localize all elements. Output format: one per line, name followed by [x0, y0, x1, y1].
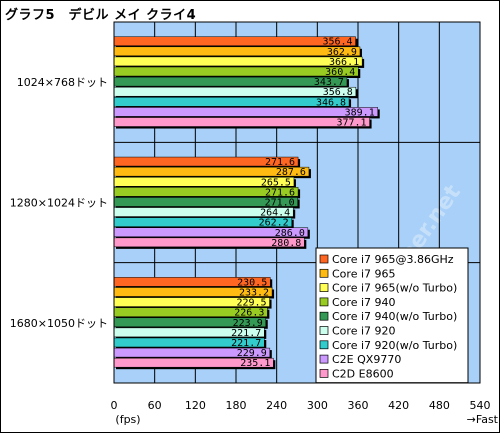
category-label: 1024×768ドット — [17, 76, 108, 89]
x-tick-label: 60 — [148, 399, 162, 412]
value-label: 271.0 — [265, 197, 295, 208]
legend-label: C2E QX9770 — [332, 353, 401, 366]
legend-swatch — [319, 354, 329, 364]
value-label: 389.1 — [345, 107, 375, 118]
bar — [113, 66, 359, 77]
x-tick-label: 240 — [266, 399, 287, 412]
category-label: 1680×1050ドット — [10, 317, 108, 330]
legend-label: Core i7 965@3.86GHz — [332, 253, 454, 266]
x-tick-label: 0 — [111, 399, 118, 412]
x-direction-label: →Fast — [467, 413, 499, 426]
x-tick-label: 420 — [388, 399, 409, 412]
bar — [113, 46, 361, 57]
bar — [113, 86, 357, 97]
value-label: 233.2 — [239, 287, 269, 298]
value-label: 226.3 — [234, 308, 264, 319]
value-label: 346.8 — [316, 97, 346, 108]
value-label: 265.5 — [261, 177, 291, 188]
x-tick-label: 120 — [185, 399, 206, 412]
value-label: 287.6 — [276, 167, 306, 178]
legend-swatch — [319, 340, 329, 350]
legend-swatch — [319, 254, 329, 264]
bar — [113, 56, 363, 67]
legend-swatch — [319, 297, 329, 307]
bar — [113, 36, 356, 46]
category-label: 1280×1024ドット — [10, 197, 108, 210]
x-tick-label: 540 — [470, 399, 491, 412]
legend-label: Core i7 965(w/o Turbo) — [332, 282, 457, 295]
legend-swatch — [319, 268, 329, 278]
bar — [113, 76, 348, 87]
legend-label: Core i7 920(w/o Turbo) — [332, 339, 457, 352]
value-label: 262.2 — [259, 218, 289, 229]
value-label: 377.1 — [336, 118, 366, 129]
legend-label: Core i7 920 — [332, 325, 396, 338]
value-label: 230.5 — [237, 277, 267, 288]
bar — [113, 107, 378, 117]
x-tick-label: 300 — [307, 399, 328, 412]
value-label: 366.1 — [329, 57, 359, 68]
value-label: 280.8 — [271, 238, 301, 249]
value-label: 343.7 — [314, 77, 344, 88]
value-label: 235.1 — [240, 358, 270, 369]
x-tick-label: 180 — [226, 399, 247, 412]
legend-swatch — [319, 311, 329, 321]
legend-label: Core i7 965 — [332, 267, 396, 280]
legend-swatch — [319, 283, 329, 292]
bar — [113, 117, 370, 127]
value-label: 356.8 — [323, 87, 353, 98]
value-label: 356.4 — [322, 37, 352, 48]
value-label: 360.4 — [325, 67, 355, 78]
value-label: 264.4 — [260, 208, 290, 219]
legend-swatch — [319, 369, 329, 378]
value-label: 271.6 — [265, 187, 295, 198]
value-label: 221.7 — [231, 328, 261, 339]
x-tick-label: 360 — [348, 399, 369, 412]
value-label: 229.5 — [236, 298, 266, 309]
legend-label: Core i7 940(w/o Turbo) — [332, 310, 457, 323]
legend-box — [315, 247, 469, 384]
value-label: 221.7 — [231, 338, 261, 349]
bar — [113, 97, 350, 107]
legend-swatch — [319, 326, 329, 335]
value-label: 223.9 — [233, 318, 263, 329]
value-label: 286.0 — [275, 228, 305, 239]
value-label: 271.6 — [265, 157, 295, 168]
plot-border — [113, 21, 481, 384]
value-label: 362.9 — [327, 47, 357, 58]
value-label: 229.9 — [237, 348, 267, 359]
chart-title: グラフ5 デビル メイ クライ4 — [5, 8, 197, 23]
x-unit-label: (fps) — [115, 413, 140, 426]
legend-label: Core i7 940 — [332, 296, 396, 309]
legend-label: C2D E8600 — [332, 367, 394, 380]
x-tick-label: 480 — [429, 399, 450, 412]
